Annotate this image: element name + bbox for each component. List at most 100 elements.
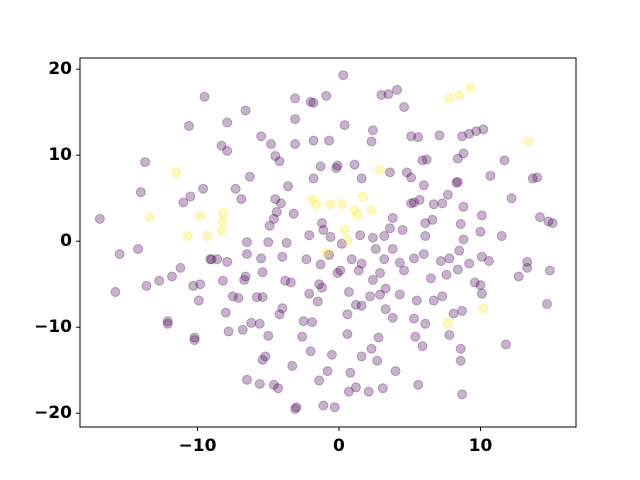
point (394, 257, 405, 268)
point (307, 317, 318, 328)
point (523, 136, 534, 147)
point (373, 332, 384, 343)
point (411, 295, 422, 306)
point (321, 247, 332, 258)
point (220, 307, 231, 318)
point (257, 292, 268, 303)
point (339, 225, 350, 236)
point (418, 249, 429, 260)
point (175, 262, 186, 273)
point (384, 167, 395, 178)
point (171, 167, 182, 178)
point (287, 360, 298, 371)
point (387, 243, 398, 254)
point (257, 354, 268, 365)
point (471, 126, 482, 137)
point (527, 173, 538, 184)
point (367, 232, 378, 243)
point (166, 271, 177, 282)
point (376, 89, 387, 100)
point (336, 199, 347, 210)
point (428, 295, 439, 306)
point (543, 216, 554, 227)
point (277, 251, 288, 262)
point (478, 303, 489, 314)
point (193, 295, 204, 306)
point (202, 231, 213, 242)
point (547, 218, 558, 229)
point (458, 201, 469, 212)
point (290, 93, 301, 104)
point (178, 197, 189, 208)
point (532, 172, 543, 183)
point (356, 173, 367, 184)
point (256, 253, 267, 264)
point (298, 316, 309, 327)
point (356, 351, 367, 362)
point (350, 382, 361, 393)
point (367, 125, 378, 136)
point (241, 249, 252, 260)
point (257, 267, 268, 278)
point (140, 157, 151, 168)
point (408, 313, 419, 324)
point (198, 183, 209, 194)
point (448, 308, 459, 319)
point (185, 191, 196, 202)
point (312, 296, 323, 307)
point (387, 212, 398, 223)
point (458, 234, 469, 245)
point (420, 318, 431, 329)
point (244, 171, 255, 182)
plot-area (94, 70, 558, 414)
point (183, 120, 194, 131)
point (384, 223, 395, 234)
point (372, 355, 383, 366)
y-tick-label: 10 (48, 145, 72, 165)
point (534, 212, 545, 223)
point (304, 230, 315, 241)
point (457, 131, 468, 142)
point (305, 96, 316, 107)
point (254, 318, 265, 329)
point (216, 140, 227, 151)
point (273, 383, 284, 394)
point (454, 245, 465, 256)
point (406, 198, 417, 209)
point (375, 289, 386, 300)
point (335, 265, 346, 276)
point (217, 216, 228, 227)
point (251, 292, 262, 303)
point (338, 70, 349, 81)
point (288, 208, 299, 219)
point (366, 205, 377, 216)
point (283, 181, 294, 192)
point (346, 254, 357, 265)
point (241, 237, 252, 248)
point (331, 163, 342, 174)
point (332, 268, 343, 279)
point (263, 237, 274, 248)
point (311, 199, 322, 210)
point (476, 288, 487, 299)
point (281, 237, 292, 248)
point (444, 329, 455, 340)
point (406, 131, 417, 142)
point (375, 164, 386, 175)
point (222, 117, 233, 128)
point (406, 172, 417, 183)
point (114, 249, 125, 260)
point (254, 378, 265, 389)
point (324, 135, 335, 146)
point (162, 316, 173, 327)
point (230, 183, 241, 194)
point (366, 136, 377, 147)
point (277, 303, 288, 314)
point (336, 238, 347, 249)
point (356, 258, 367, 269)
point (345, 367, 356, 378)
point (394, 289, 405, 300)
x-tick-label: 0 (333, 436, 345, 456)
point (499, 155, 510, 166)
